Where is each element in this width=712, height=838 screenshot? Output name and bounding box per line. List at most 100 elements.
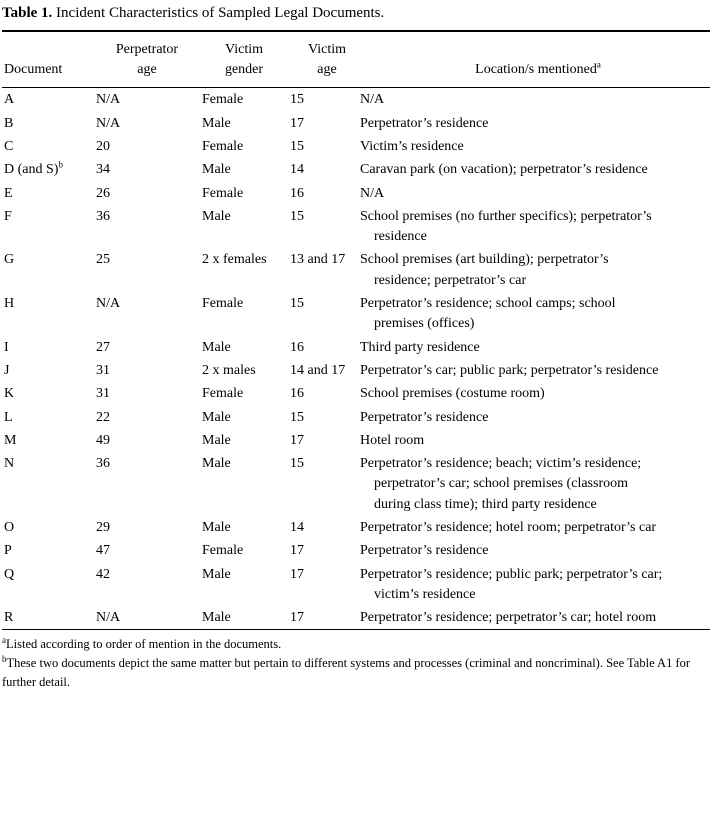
footnote-marker: b bbox=[2, 654, 7, 665]
cell-victim-age: 17 bbox=[290, 432, 304, 448]
header-victim-gender: Victim gender bbox=[200, 30, 288, 89]
cell-locations: N/A bbox=[360, 185, 385, 201]
cell-perpetrator-age: 42 bbox=[96, 566, 110, 582]
cell-victim-gender: Female bbox=[202, 543, 244, 559]
cell-victim-age: 13 and 17 bbox=[290, 252, 346, 268]
cell-locations: Perpetrator’s residence; public park; pe… bbox=[360, 566, 663, 602]
cell-perpetrator-age: 47 bbox=[96, 543, 110, 559]
cell-document: M bbox=[4, 432, 17, 448]
cell-victim-age: 15 bbox=[290, 208, 304, 224]
cell-document: A bbox=[4, 92, 15, 108]
header-document-label: Document bbox=[4, 62, 63, 78]
cell-perpetrator-age: 49 bbox=[96, 432, 110, 448]
cell-locations: Perpetrator’s residence; hotel room; per… bbox=[360, 519, 657, 535]
cell-victim-gender: Male bbox=[202, 339, 231, 355]
cell-victim-age: 14 and 17 bbox=[290, 362, 346, 378]
cell-document: N bbox=[4, 456, 15, 472]
footnote-marker: a bbox=[2, 635, 6, 646]
cell-document: L bbox=[4, 409, 13, 425]
incident-characteristics-table: Document Perpetrator age Victim gender V… bbox=[2, 29, 710, 631]
table-row: O 29 Male 14 Perpetrator’s residence; hotel … bbox=[2, 516, 710, 539]
cell-document: P bbox=[4, 543, 12, 559]
table-title-label: Table 1. bbox=[2, 5, 53, 21]
cell-document: H bbox=[4, 296, 15, 312]
document-footnote-marker: b bbox=[58, 159, 63, 170]
header-victim-age-line2: age bbox=[317, 62, 337, 78]
table-body: A N/A Female 15 N/A B N/A Male 17 Perpetrator’s r… bbox=[2, 88, 710, 630]
header-row: Document Perpetrator age Victim gender V… bbox=[2, 30, 710, 89]
cell-perpetrator-age: 27 bbox=[96, 339, 110, 355]
cell-victim-gender: Male bbox=[202, 610, 231, 626]
cell-locations: Perpetrator’s residence bbox=[360, 543, 489, 559]
cell-locations: Perpetrator’s residence; school camps; s… bbox=[360, 296, 616, 332]
cell-locations: Perpetrator’s residence bbox=[360, 115, 489, 131]
cell-locations: N/A bbox=[360, 92, 385, 108]
table-row: C 20 Female 15 Victim’s residence bbox=[2, 135, 710, 158]
cell-victim-age: 14 bbox=[290, 519, 304, 535]
header-perpetrator-age-line1: Perpetrator bbox=[115, 41, 179, 57]
cell-locations: Third party residence bbox=[360, 339, 480, 355]
cell-victim-age: 15 bbox=[290, 138, 304, 154]
cell-document: D (and S)b bbox=[4, 159, 63, 178]
cell-victim-gender: Male bbox=[202, 519, 231, 535]
cell-victim-age: 17 bbox=[290, 610, 304, 626]
cell-victim-gender: Male bbox=[202, 456, 231, 472]
table-title: Table 1. Incident Characteristics of Sam… bbox=[2, 4, 710, 23]
header-perpetrator-age-line2: age bbox=[137, 62, 157, 78]
cell-perpetrator-age: N/A bbox=[96, 92, 121, 108]
cell-locations: School premises (art building); perpetra… bbox=[360, 252, 609, 288]
cell-perpetrator-age: 36 bbox=[96, 456, 110, 472]
header-victim-age: Victim age bbox=[288, 30, 366, 89]
cell-locations: Caravan park (on vacation); perpetrator’… bbox=[360, 162, 648, 178]
cell-document: E bbox=[4, 185, 13, 201]
page: Table 1. Incident Characteristics of Sam… bbox=[2, 4, 710, 689]
table-row: M 49 Male 17 Hotel room bbox=[2, 429, 710, 452]
table-row: P 47 Female 17 Perpetrator’s residence bbox=[2, 539, 710, 562]
cell-perpetrator-age: N/A bbox=[96, 610, 121, 626]
cell-perpetrator-age: N/A bbox=[96, 115, 121, 131]
table-header: Document Perpetrator age Victim gender V… bbox=[2, 30, 710, 89]
cell-locations: Perpetrator’s residence; beach; victim’s… bbox=[360, 456, 642, 512]
cell-perpetrator-age: 31 bbox=[96, 362, 110, 378]
cell-victim-gender: Female bbox=[202, 185, 244, 201]
header-victim-gender-line2: gender bbox=[224, 62, 264, 78]
cell-victim-age: 15 bbox=[290, 296, 304, 312]
cell-document: I bbox=[4, 339, 9, 355]
cell-victim-gender: Male bbox=[202, 566, 231, 582]
cell-victim-age: 15 bbox=[290, 456, 304, 472]
cell-perpetrator-age: 29 bbox=[96, 519, 110, 535]
cell-document: F bbox=[4, 208, 12, 224]
cell-locations: Perpetrator’s residence; perpetrator’s c… bbox=[360, 610, 657, 626]
table-row: B N/A Male 17 Perpetrator’s residence bbox=[2, 112, 710, 135]
cell-victim-gender: Male bbox=[202, 409, 231, 425]
table-row: J 31 2 x males 14 and 17 Perpetrator’s car; … bbox=[2, 359, 710, 382]
cell-locations: Hotel room bbox=[360, 432, 425, 448]
cell-victim-gender: Female bbox=[202, 92, 244, 108]
cell-document: K bbox=[4, 386, 15, 402]
table-row: R N/A Male 17 Perpetrator’s residence; perpe… bbox=[2, 606, 710, 630]
header-locations-label: Location/s mentioned bbox=[475, 62, 597, 78]
footnote: aListed according to order of mention in… bbox=[2, 635, 282, 652]
cell-document: B bbox=[4, 115, 14, 131]
table-row: N 36 Male 15 Perpetrator’s residence; beach;… bbox=[2, 452, 710, 516]
cell-victim-age: 17 bbox=[290, 566, 304, 582]
cell-document: R bbox=[4, 610, 14, 626]
table-row: I 27 Male 16 Third party residence bbox=[2, 336, 710, 359]
table-row: D (and S)b 34 Male 14 Caravan park (on vacat… bbox=[2, 158, 710, 181]
cell-victim-age: 16 bbox=[290, 185, 304, 201]
header-victim-age-line1: Victim bbox=[307, 41, 347, 57]
cell-perpetrator-age: 34 bbox=[96, 162, 110, 178]
table-row: Q 42 Male 17 Perpetrator’s residence; public… bbox=[2, 563, 710, 607]
cell-victim-gender: Male bbox=[202, 432, 231, 448]
cell-victim-age: 14 bbox=[290, 162, 304, 178]
cell-document: J bbox=[4, 362, 10, 378]
cell-perpetrator-age: N/A bbox=[96, 296, 121, 312]
cell-perpetrator-age: 22 bbox=[96, 409, 110, 425]
cell-victim-gender: Male bbox=[202, 115, 231, 131]
cell-victim-gender: Female bbox=[202, 386, 244, 402]
cell-victim-gender: Male bbox=[202, 208, 231, 224]
cell-perpetrator-age: 31 bbox=[96, 386, 110, 402]
cell-document: Q bbox=[4, 566, 15, 582]
cell-victim-gender: 2 x females bbox=[202, 252, 267, 268]
table-row: A N/A Female 15 N/A bbox=[2, 88, 710, 112]
